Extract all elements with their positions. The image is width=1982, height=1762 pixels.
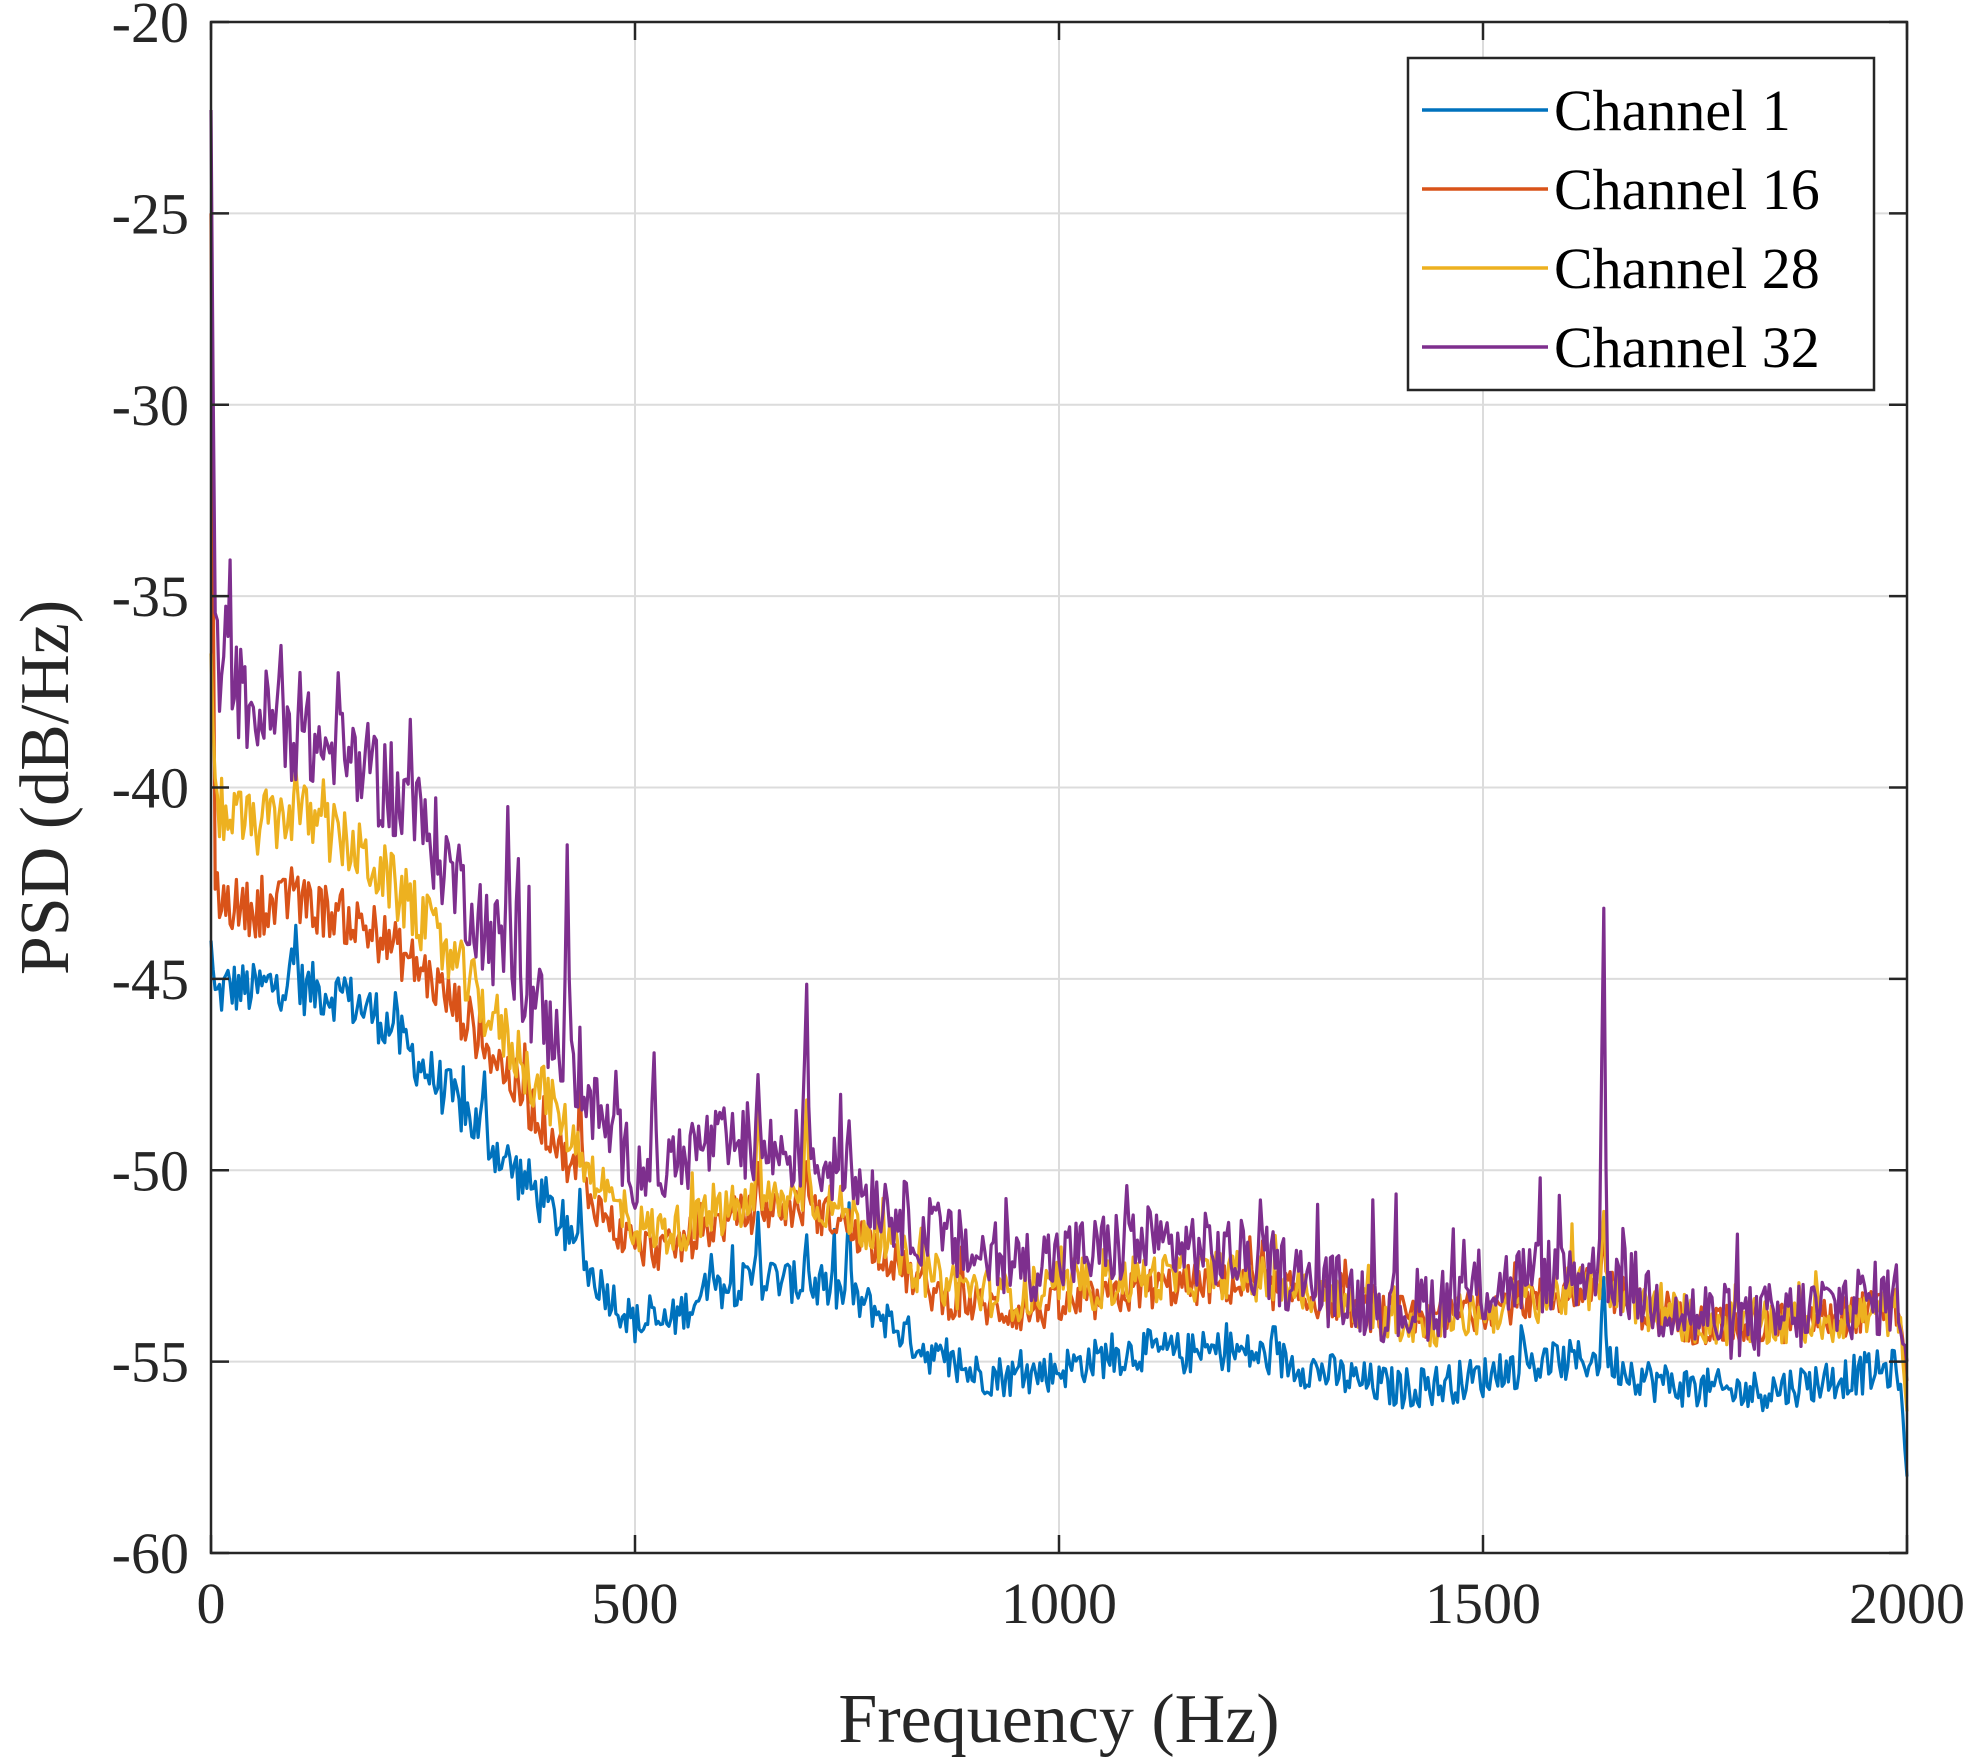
tick-marks — [209, 20, 1909, 1555]
legend-entry-label: Channel 28 — [1554, 236, 1820, 301]
x-tick-label: 500 — [592, 1571, 679, 1636]
x-axis-label: Frequency (Hz) — [838, 1681, 1279, 1758]
x-tick-label: 2000 — [1849, 1571, 1965, 1636]
y-tick-label: -35 — [112, 564, 189, 629]
series-layer — [209, 109, 1909, 1477]
y-tick-label: -25 — [112, 181, 189, 246]
y-tick-label: -60 — [112, 1521, 189, 1586]
y-tick-label: -40 — [112, 756, 189, 821]
x-tick-label: 1000 — [1001, 1571, 1117, 1636]
series-line-channel-1 — [209, 923, 1909, 1477]
legend-entry-label: Channel 32 — [1554, 315, 1820, 380]
y-tick-label: -30 — [112, 373, 189, 438]
x-tick-label: 0 — [197, 1571, 226, 1636]
series-line-channel-28 — [209, 653, 1909, 1412]
x-tick-label: 1500 — [1425, 1571, 1541, 1636]
legend-box — [1406, 56, 1876, 392]
legend-entry-label: Channel 1 — [1554, 78, 1791, 143]
series-line-channel-32 — [209, 109, 1909, 1362]
legend-entry-label: Channel 16 — [1554, 157, 1820, 222]
y-tick-label: -55 — [112, 1330, 189, 1395]
y-tick-label: -20 — [112, 0, 189, 55]
legend: Channel 1 Channel 16 Channel 28 Channel 32 — [1406, 56, 1876, 392]
y-tick-label: -50 — [112, 1138, 189, 1203]
y-axis-label: PSD (dB/Hz) — [7, 600, 84, 975]
tick-labels: 0 500 1000 1500 2000 -20 -25 -30 -35 -40 -45 -50 -55… — [112, 0, 1965, 1636]
y-tick-label: -45 — [112, 947, 189, 1012]
